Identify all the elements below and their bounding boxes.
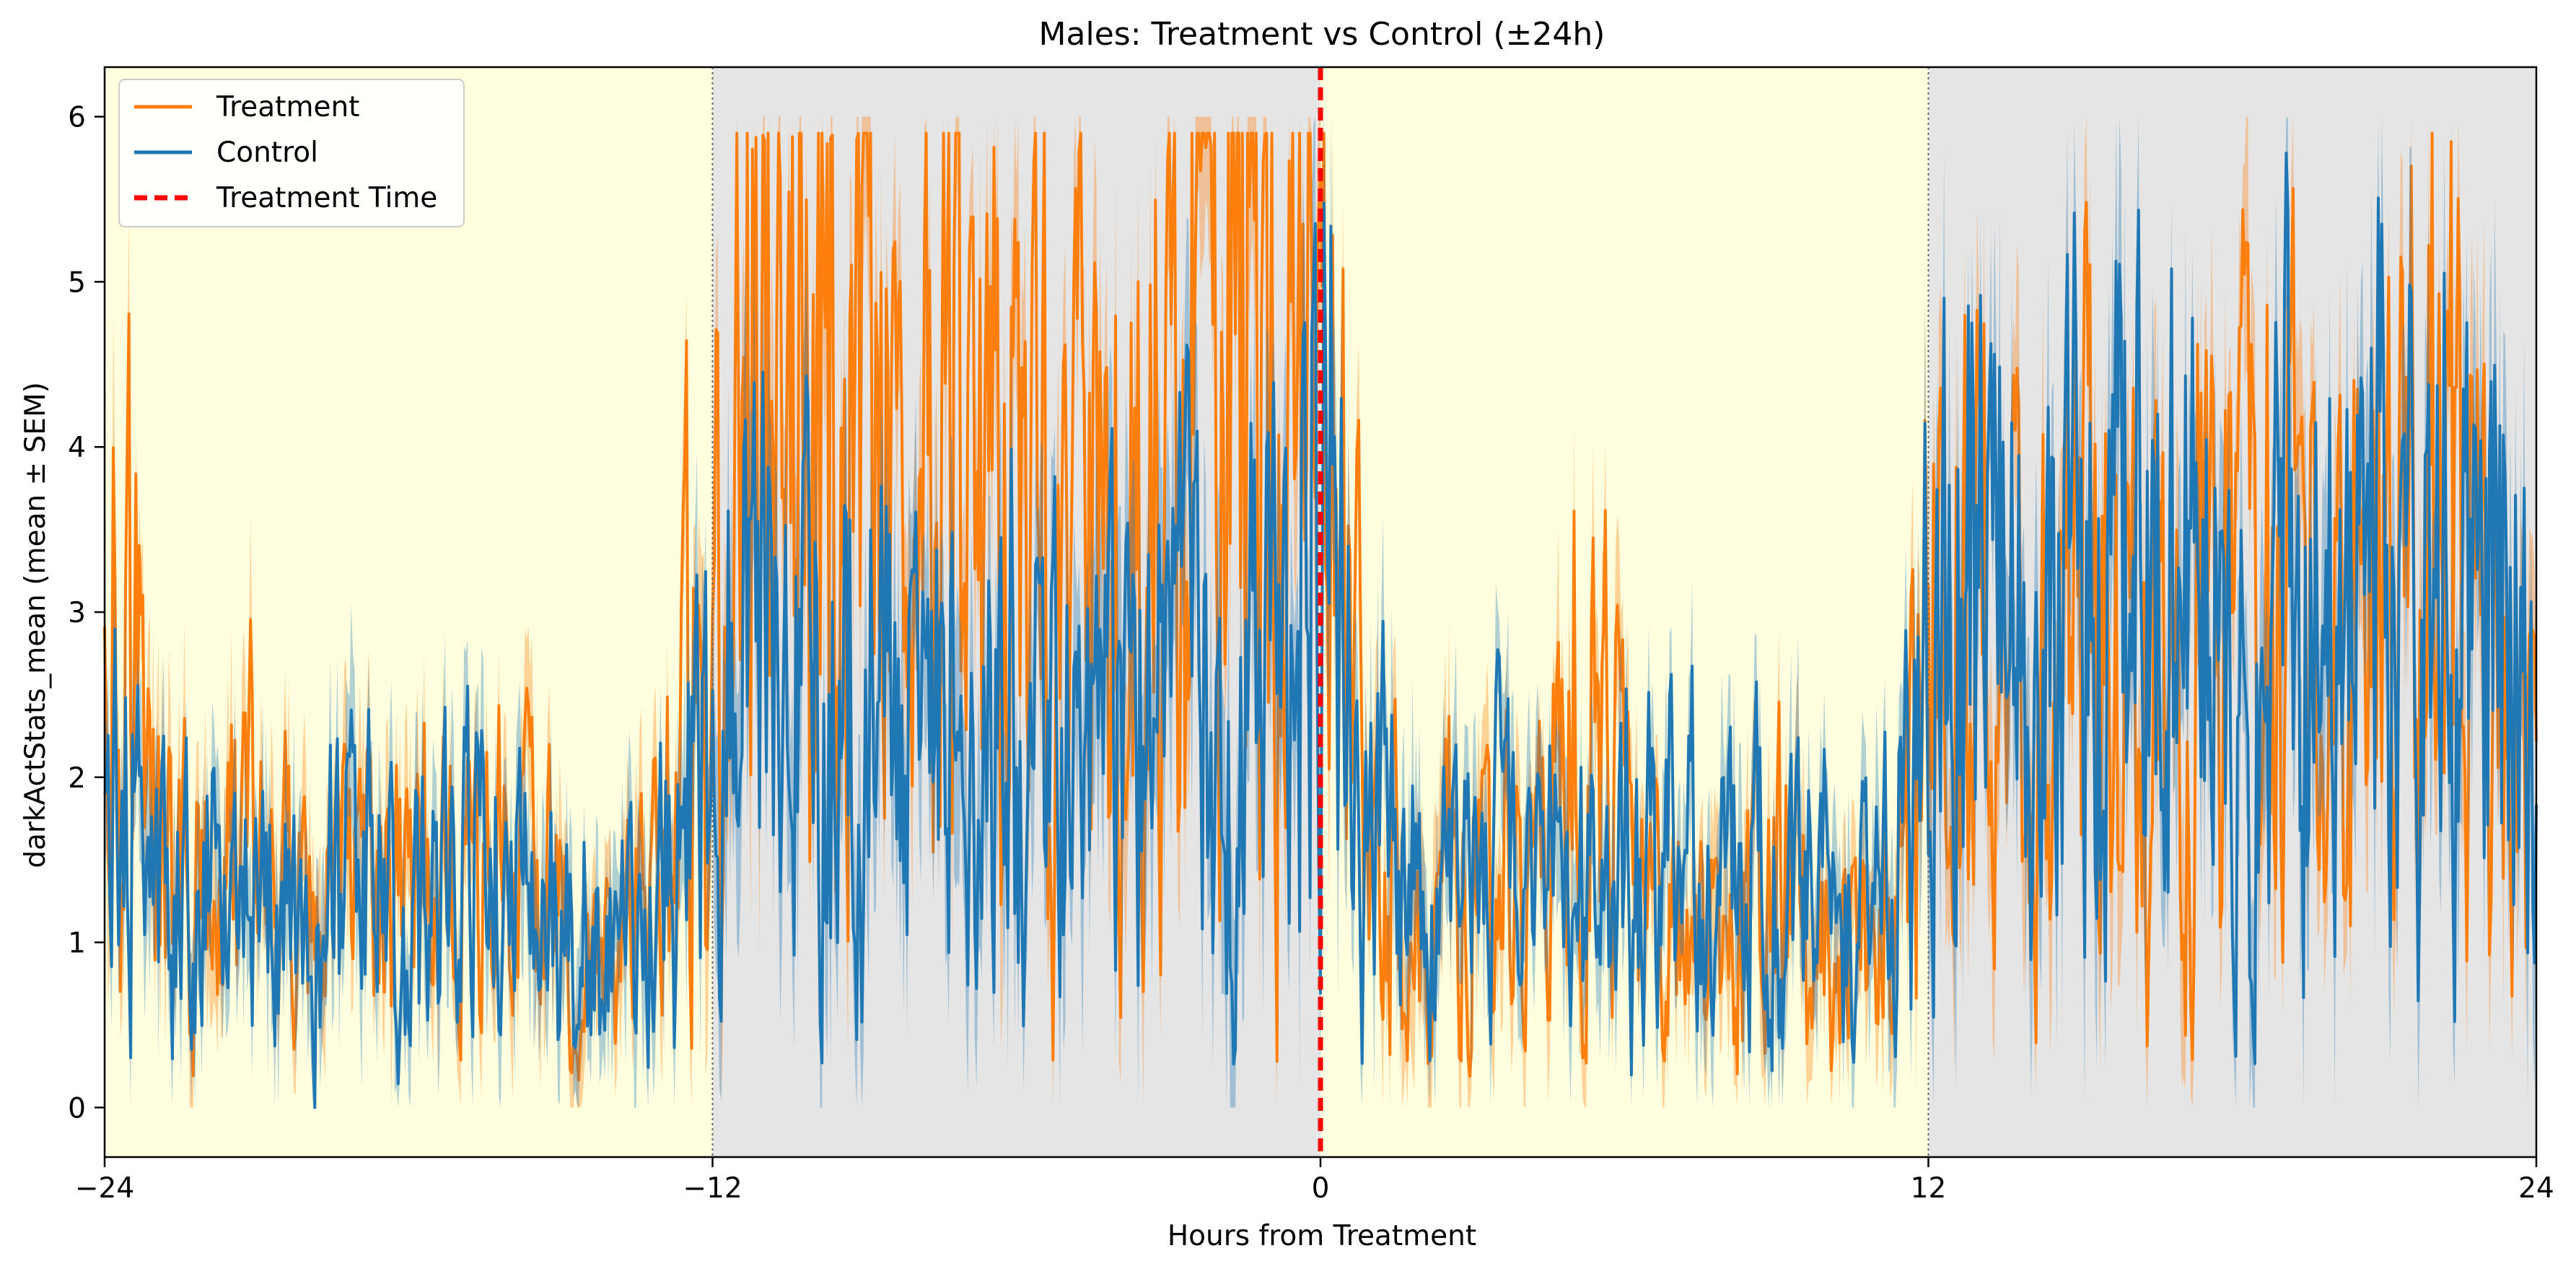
legend: Treatment Control Treatment Time — [118, 79, 465, 227]
y-tick-label: 1 — [68, 928, 86, 960]
y-tick-label: 3 — [68, 597, 86, 629]
legend-label-treatment-time: Treatment Time — [216, 182, 437, 214]
y-tick-label: 0 — [68, 1092, 86, 1125]
series-line-control — [103, 152, 2538, 1109]
y-tick-label: 4 — [68, 432, 86, 464]
y-tick-label: 2 — [68, 762, 86, 795]
band-light-2 — [1320, 67, 1929, 1157]
x-tick-label: 12 — [1911, 1172, 1947, 1205]
x-tick-label: −24 — [75, 1172, 134, 1205]
y-tick-label: 6 — [68, 102, 86, 134]
y-axis-label: darkActStats_mean (mean ± SEM) — [19, 382, 52, 868]
x-tick-label: −12 — [683, 1172, 742, 1205]
legend-label-control: Control — [216, 136, 318, 169]
y-tick-label: 5 — [68, 266, 86, 299]
x-tick-label: 24 — [2518, 1172, 2554, 1205]
x-axis-label: Hours from Treatment — [1167, 1220, 1476, 1252]
legend-label-treatment: Treatment — [216, 91, 359, 123]
x-tick-label: 0 — [1312, 1172, 1330, 1205]
chart-title: Males: Treatment vs Control (±24h) — [1039, 16, 1605, 53]
legend-frame — [118, 79, 465, 227]
sem-band-control — [105, 116, 2536, 1108]
